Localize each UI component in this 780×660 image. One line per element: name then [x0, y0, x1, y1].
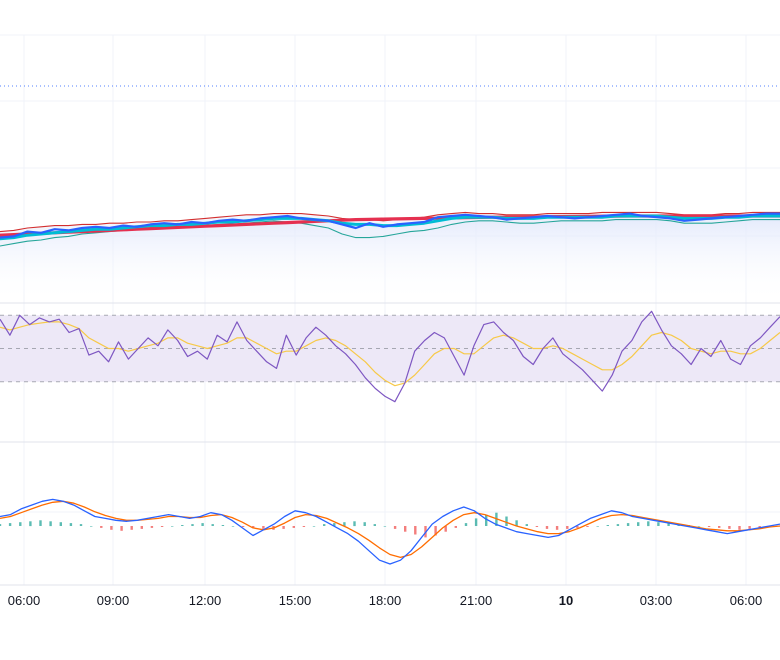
histogram-bar	[282, 526, 285, 529]
histogram-bar	[241, 526, 245, 527]
histogram-bar	[434, 526, 437, 536]
histogram-bar	[201, 523, 204, 526]
histogram-bar	[647, 521, 650, 527]
histogram-bar	[464, 523, 468, 526]
histogram-bar	[404, 526, 407, 532]
oscillator-pane[interactable]	[0, 310, 780, 403]
grid	[0, 34, 780, 586]
histogram-bar	[343, 522, 346, 526]
histogram-bar	[0, 524, 2, 526]
histogram-bar	[728, 526, 731, 529]
x-tick-label: 06:00	[8, 593, 41, 608]
histogram-oscillator-pane[interactable]	[0, 498, 780, 565]
histogram-bar	[353, 521, 356, 527]
histogram-bar	[19, 522, 22, 526]
histogram-bar	[59, 522, 62, 526]
histogram-bar	[393, 526, 397, 529]
histogram-bar	[211, 524, 214, 526]
x-tick-label: 06:00	[730, 593, 763, 608]
histogram-bar	[576, 526, 579, 528]
histogram-bar	[221, 525, 225, 526]
histogram-bar	[383, 526, 387, 527]
histogram-bar	[69, 523, 73, 526]
histogram-bar	[748, 526, 751, 529]
histogram-bar	[120, 526, 123, 531]
histogram-bar	[79, 524, 83, 526]
x-tick-label: 21:00	[460, 593, 493, 608]
histogram-bar	[616, 524, 620, 526]
histogram-bar	[39, 520, 42, 526]
histogram-bar	[150, 526, 154, 528]
histogram-bar	[373, 524, 376, 526]
histogram-bar	[485, 514, 488, 526]
histogram-bar	[191, 524, 194, 526]
histogram-bar	[525, 524, 528, 526]
histogram-bar	[697, 526, 701, 527]
x-axis: 06:00 09:00 12:00 15:00 18:00 21:00 10 0…	[8, 593, 763, 608]
histogram-bar	[160, 526, 164, 527]
histogram-bar	[535, 526, 539, 527]
histogram-bar	[667, 523, 670, 526]
histogram-bar	[657, 522, 660, 526]
histogram-bar	[29, 521, 32, 527]
histogram-bar	[515, 520, 518, 526]
x-tick-label: 03:00	[640, 593, 673, 608]
histogram-bar	[606, 525, 609, 526]
oscillator-series-line	[0, 321, 780, 387]
histogram-bar	[596, 526, 599, 527]
histogram-bar	[738, 526, 741, 530]
histogram-bar	[363, 522, 366, 526]
histogram-bar	[140, 526, 143, 529]
x-tick-label: 18:00	[369, 593, 402, 608]
histogram-bar	[758, 526, 761, 528]
histogram-bar	[49, 521, 52, 527]
histogram-bar	[292, 526, 295, 528]
histogram-bar	[474, 518, 478, 526]
histogram-bar	[262, 526, 265, 529]
histogram-bar	[545, 526, 549, 529]
histogram-series-line	[0, 500, 780, 559]
x-tick-label-bold: 10	[559, 593, 573, 608]
histogram-series-line	[0, 498, 780, 565]
histogram-bar	[333, 523, 336, 526]
price-series-line	[0, 212, 780, 239]
histogram-bar	[323, 524, 326, 526]
price-pane[interactable]	[0, 211, 780, 303]
histogram-bar	[586, 526, 589, 527]
histogram-bar	[637, 522, 640, 526]
histogram-bar	[414, 526, 417, 535]
histogram-bar	[454, 526, 457, 528]
histogram-bar	[231, 526, 235, 527]
histogram-bar	[252, 526, 255, 528]
x-tick-label: 12:00	[189, 593, 222, 608]
histogram-bar	[171, 526, 174, 527]
oscillator-series-line	[0, 310, 780, 403]
x-tick-label: 09:00	[97, 593, 130, 608]
histogram-bar	[707, 526, 711, 527]
histogram-bar	[566, 526, 569, 529]
histogram-bar	[505, 516, 508, 526]
histogram-bar	[626, 523, 630, 526]
histogram-bar	[130, 526, 133, 530]
histogram-bar	[110, 526, 113, 530]
x-tick-label: 15:00	[279, 593, 312, 608]
histogram-bar	[718, 526, 721, 528]
price-area-fill	[0, 213, 780, 303]
histogram-bar	[90, 526, 93, 527]
histogram-bar	[100, 526, 103, 528]
histogram-bar	[181, 525, 184, 526]
histogram-bar	[8, 523, 12, 526]
histogram-bar	[312, 526, 316, 527]
histogram-bar	[302, 526, 306, 527]
histogram-bar	[555, 526, 559, 530]
histogram-bar	[444, 526, 447, 532]
